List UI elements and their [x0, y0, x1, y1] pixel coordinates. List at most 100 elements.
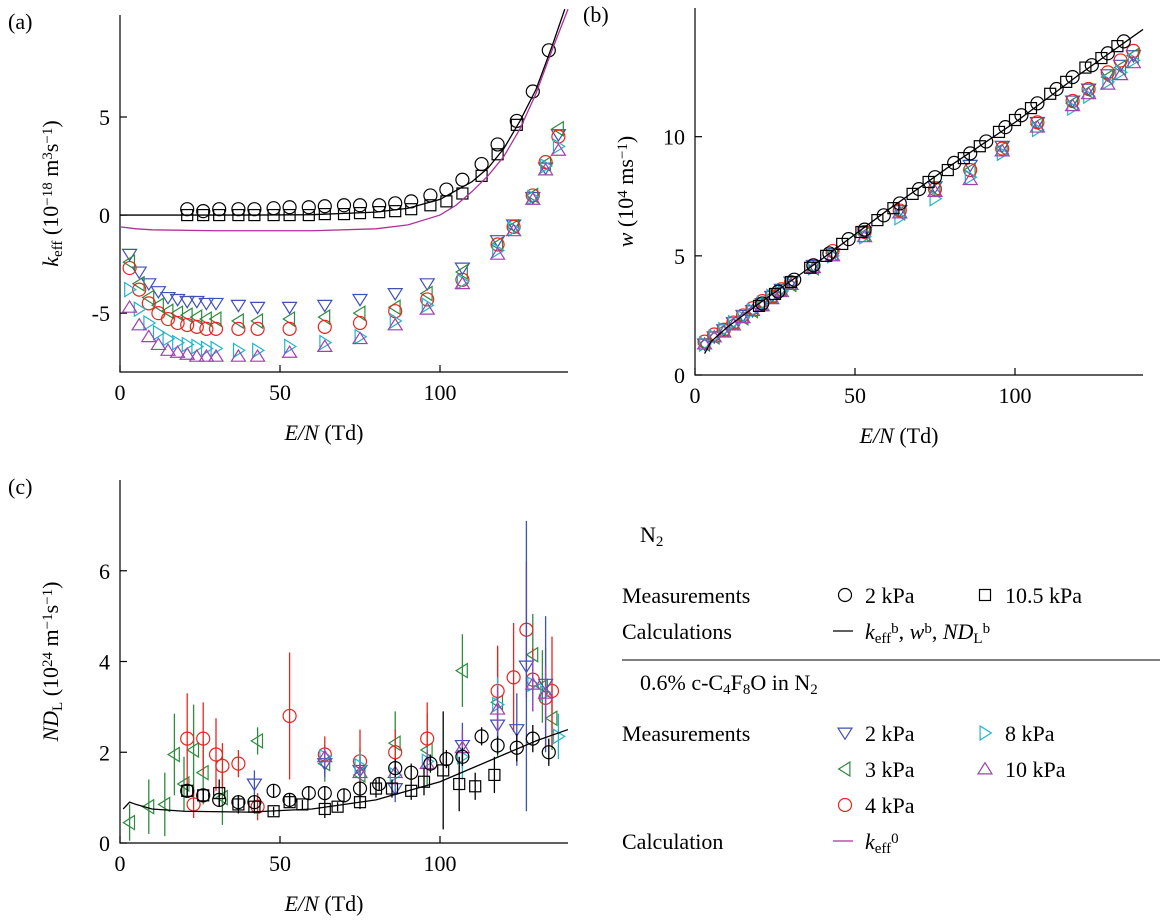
legend-marker [976, 761, 994, 775]
marker [266, 783, 281, 798]
text-part: , [932, 619, 943, 644]
marker [232, 798, 245, 811]
text-part: N [640, 522, 656, 547]
marker [354, 757, 368, 774]
marker [979, 134, 994, 149]
marker [755, 296, 770, 311]
marker [453, 777, 466, 791]
text-part: Calculation [622, 829, 723, 854]
marker [282, 321, 297, 336]
marker [963, 162, 978, 178]
marker [892, 203, 907, 218]
marker [784, 275, 798, 289]
marker [281, 344, 298, 358]
legend-label: 4 kPa [865, 793, 915, 818]
marker [169, 344, 186, 358]
marker [230, 312, 244, 330]
marker [353, 796, 367, 809]
marker [249, 348, 266, 362]
marker [198, 348, 215, 362]
marker [419, 278, 436, 292]
marker [421, 297, 435, 314]
marker [419, 741, 433, 759]
marker [538, 155, 552, 173]
legend-label: 10.5 kPa [1005, 583, 1082, 608]
marker [550, 142, 567, 156]
legend-label: keff0 [865, 829, 899, 857]
marker [389, 205, 402, 218]
text-part: 2 kPa [865, 721, 915, 746]
marker [132, 282, 147, 297]
text-part: m [38, 629, 63, 652]
marker [420, 292, 435, 307]
marker [417, 775, 431, 788]
y-axis-label: keff (10−18 m3s−1) [38, 120, 66, 266]
marker [1044, 87, 1057, 100]
marker [284, 338, 298, 355]
marker [207, 297, 225, 311]
marker [141, 296, 156, 311]
legend-row-label: Measurements [622, 721, 750, 746]
marker [317, 785, 332, 801]
marker [490, 694, 504, 711]
marker [1080, 86, 1097, 100]
text-sub: L [50, 702, 66, 711]
marker [317, 199, 332, 214]
marker [232, 342, 246, 359]
marker [121, 299, 138, 313]
marker [527, 676, 541, 693]
legend-label: 8 kPa [1005, 721, 1055, 746]
marker [820, 249, 833, 262]
marker [143, 314, 157, 332]
marker [199, 321, 214, 336]
x-axis-label: E/N (Td) [284, 420, 364, 445]
marker [352, 198, 368, 213]
y-tick-label: 0 [99, 203, 110, 228]
marker [524, 191, 541, 205]
text-part: ) [38, 120, 63, 127]
marker [506, 218, 520, 235]
legend-label: 3 kPa [865, 757, 915, 782]
marker [122, 814, 136, 831]
marker [122, 260, 137, 276]
legend-marker [837, 587, 853, 603]
text-sub: 8 [743, 682, 751, 698]
marker [419, 301, 436, 315]
y-tick-label: 0 [674, 363, 685, 388]
marker [929, 190, 943, 207]
x-tick-label: 50 [269, 851, 291, 876]
marker [804, 261, 817, 274]
marker [387, 317, 404, 331]
y-tick-label: -5 [92, 301, 110, 326]
marker [157, 796, 171, 813]
marker [121, 248, 138, 262]
marker [188, 348, 205, 362]
marker [1024, 101, 1038, 115]
marker [525, 731, 540, 746]
marker [1064, 98, 1081, 112]
marker [491, 148, 504, 161]
marker [973, 140, 986, 153]
marker [825, 243, 840, 259]
marker [140, 329, 157, 343]
text-sub: eff [50, 241, 66, 257]
marker [181, 784, 194, 797]
text-italic: k [865, 619, 876, 644]
marker [180, 317, 195, 333]
marker [179, 346, 196, 360]
text-italic: w [910, 619, 925, 644]
marker [247, 202, 262, 217]
marker [195, 764, 209, 781]
y-tick-label: 5 [674, 244, 685, 269]
marker [891, 205, 908, 219]
marker [131, 317, 148, 331]
marker [455, 749, 470, 764]
marker [992, 125, 1006, 139]
text-part: (10 [38, 206, 63, 241]
marker [246, 778, 263, 792]
marker [1060, 75, 1073, 88]
text-italic: ND [942, 619, 974, 644]
marker [699, 335, 713, 353]
marker [525, 84, 540, 99]
marker [456, 748, 470, 765]
